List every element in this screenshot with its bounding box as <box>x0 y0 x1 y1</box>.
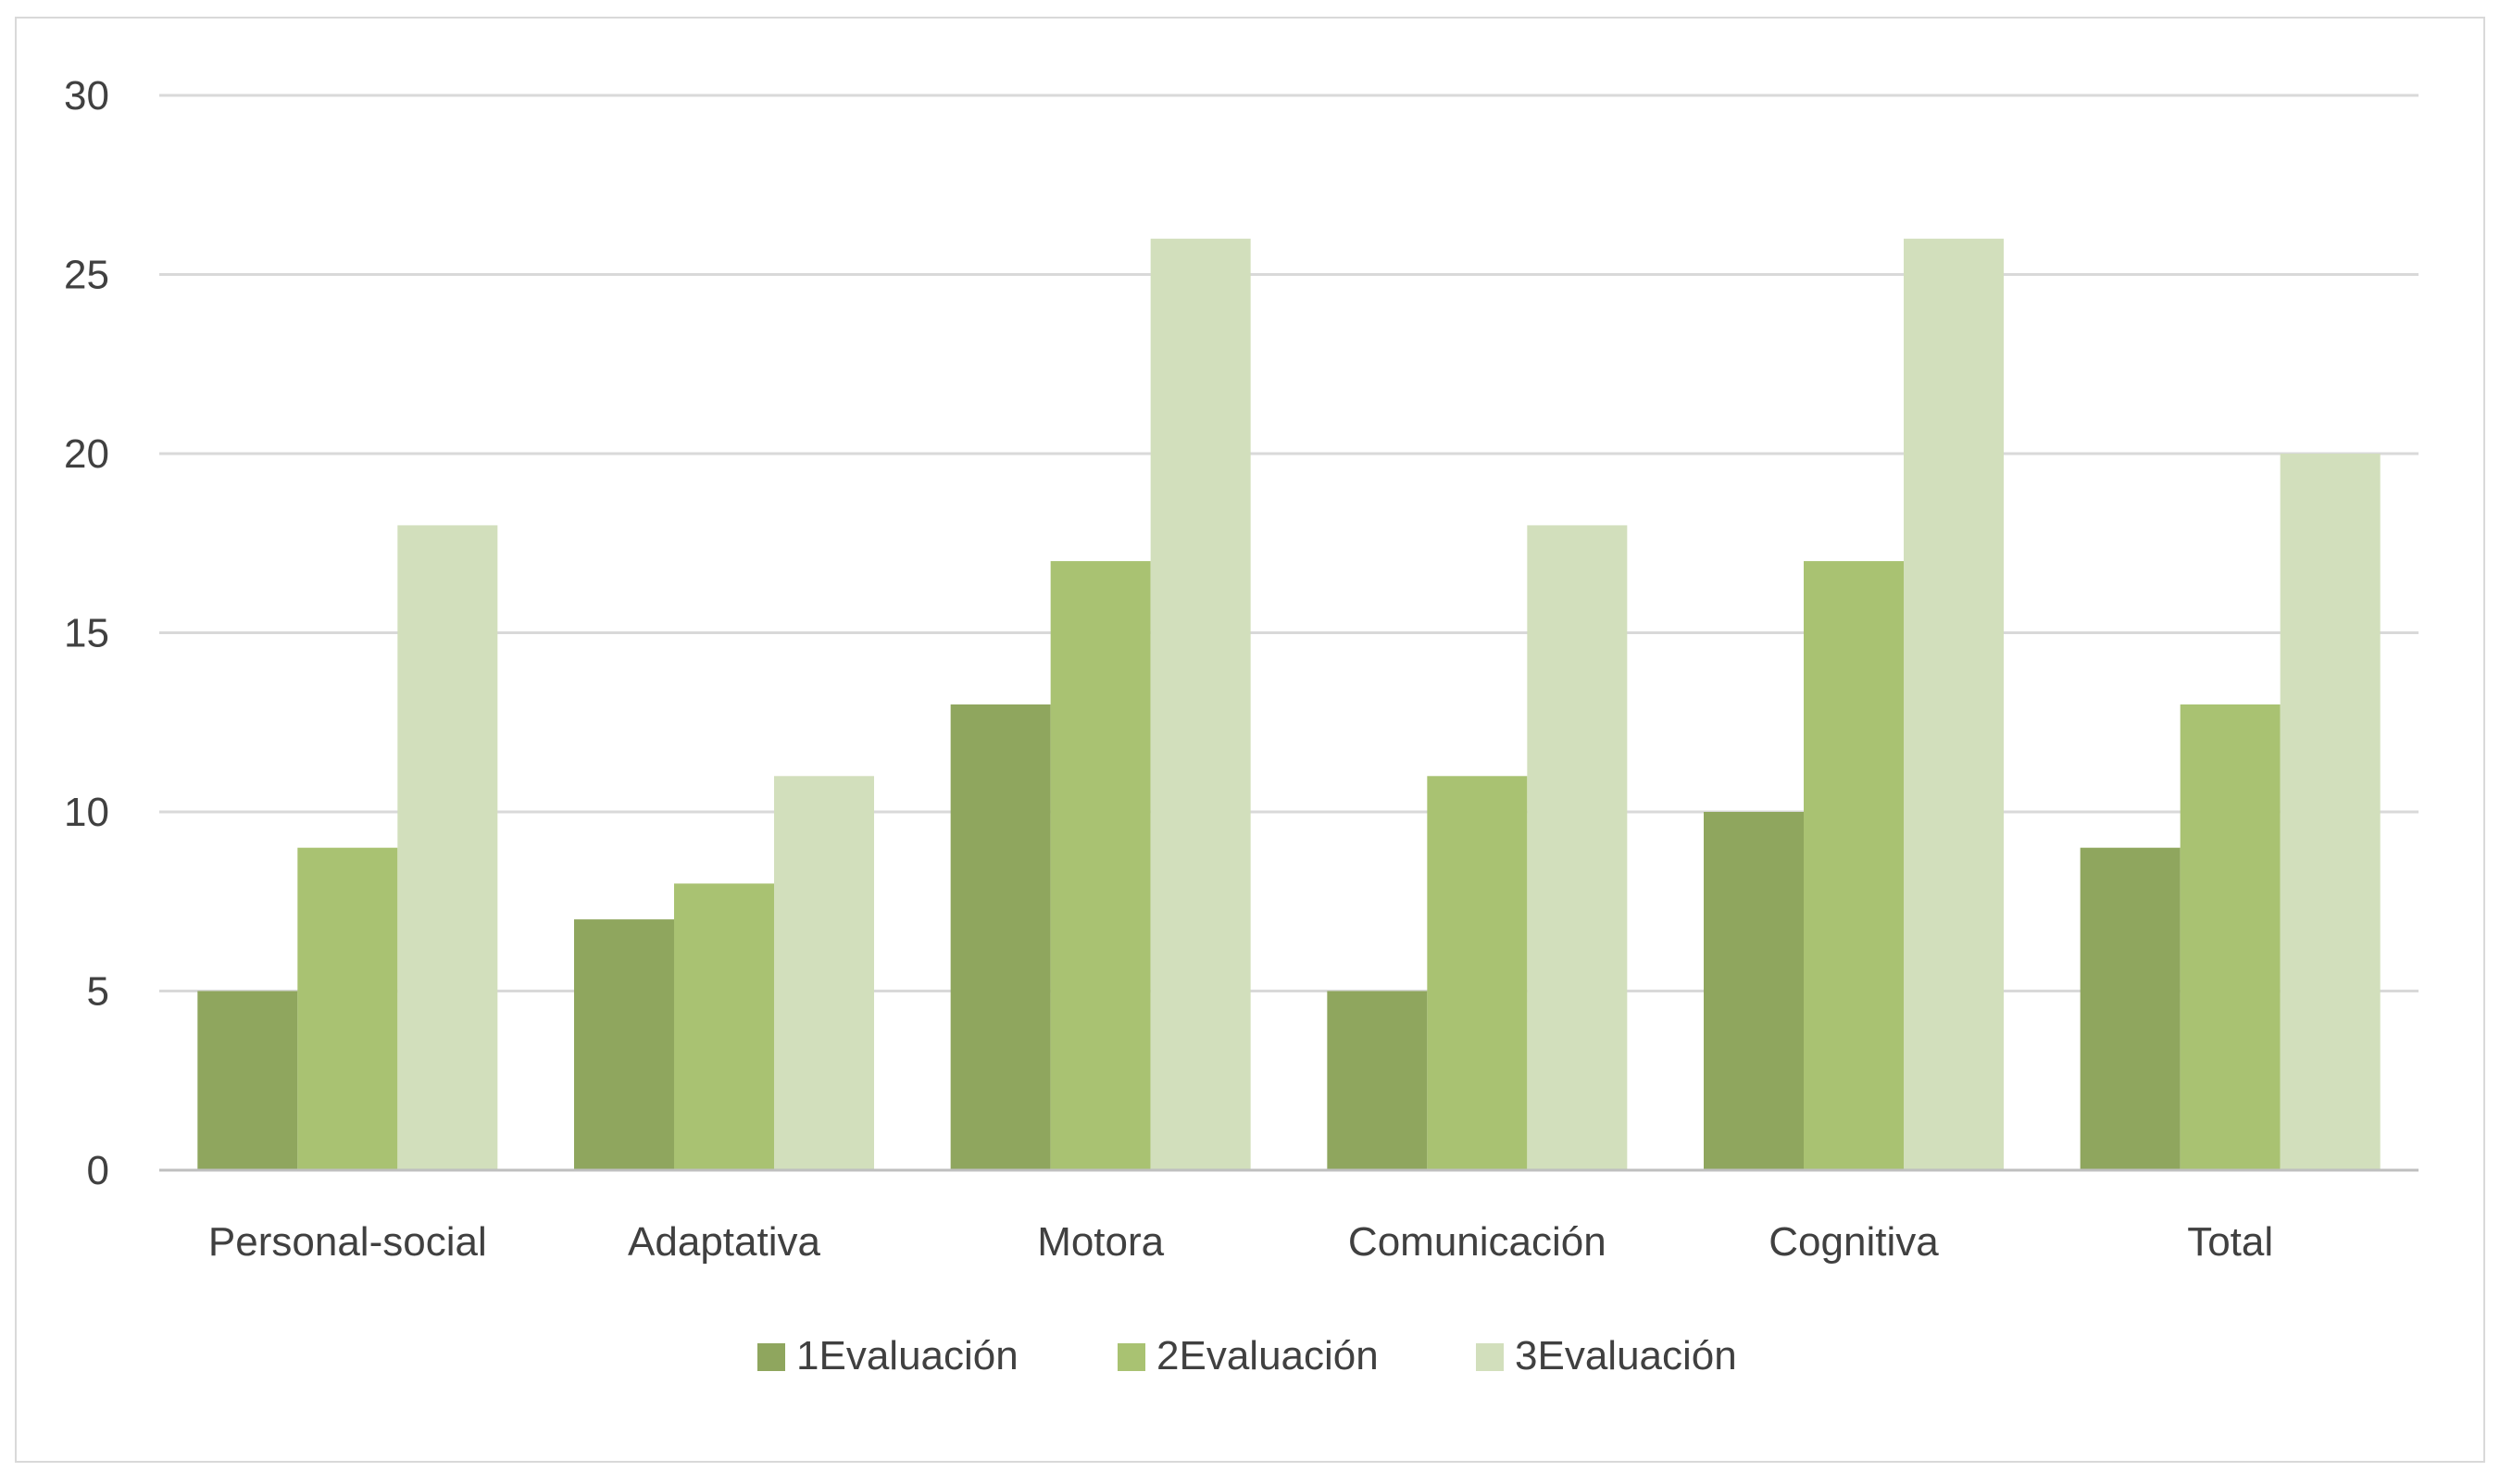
y-tick-label: 15 <box>64 611 109 656</box>
bar-2-5 <box>1804 561 1904 1170</box>
x-tick-label: Comunicación <box>1348 1219 1606 1265</box>
y-tick-label: 30 <box>64 73 109 118</box>
legend-label: 1Evaluación <box>796 1333 1019 1378</box>
bar-2-3 <box>1050 561 1151 1170</box>
bar-2-6 <box>2180 704 2281 1170</box>
gridlines <box>159 94 2419 992</box>
legend-label: 3Evaluación <box>1515 1333 1737 1378</box>
x-axis-ticks: Personal-social Adaptativa Motora Comunicac… <box>208 1219 2273 1265</box>
y-tick-label: 10 <box>64 790 109 835</box>
legend: 1Evaluación 2Evaluación 3Evaluación <box>757 1333 1737 1378</box>
y-tick-label: 25 <box>64 253 109 298</box>
bars <box>197 238 2381 1170</box>
bar-1-4 <box>1327 991 1428 1170</box>
bar-3-3 <box>1150 238 1251 1170</box>
bar-1-3 <box>950 704 1051 1170</box>
bar-3-1 <box>397 525 498 1170</box>
bar-1-6 <box>2080 847 2181 1170</box>
y-tick-label: 20 <box>64 431 109 477</box>
bar-1-1 <box>197 991 298 1170</box>
bar-2-1 <box>297 847 398 1170</box>
x-tick-label: Cognitiva <box>1769 1219 1939 1265</box>
legend-swatch <box>757 1343 785 1371</box>
bar-2-2 <box>674 883 774 1170</box>
bar-3-4 <box>1527 525 1628 1170</box>
legend-swatch <box>1476 1343 1504 1371</box>
legend-label: 2Evaluación <box>1156 1333 1379 1378</box>
y-tick-label: 0 <box>87 1148 109 1193</box>
x-tick-label: Adaptativa <box>628 1219 820 1265</box>
bar-1-5 <box>1704 812 1804 1170</box>
bar-3-6 <box>2280 454 2381 1170</box>
bar-3-5 <box>1904 238 2004 1170</box>
y-tick-label: 5 <box>87 969 109 1015</box>
x-tick-label: Total <box>2187 1219 2273 1265</box>
x-tick-label: Personal-social <box>208 1219 487 1265</box>
bar-1-2 <box>574 919 674 1170</box>
bar-3-2 <box>774 776 874 1170</box>
bar-2-4 <box>1427 776 1528 1170</box>
y-axis-ticks: 0 5 10 15 20 25 30 <box>64 73 109 1193</box>
legend-swatch <box>1118 1343 1145 1371</box>
x-tick-label: Motora <box>1037 1219 1164 1265</box>
